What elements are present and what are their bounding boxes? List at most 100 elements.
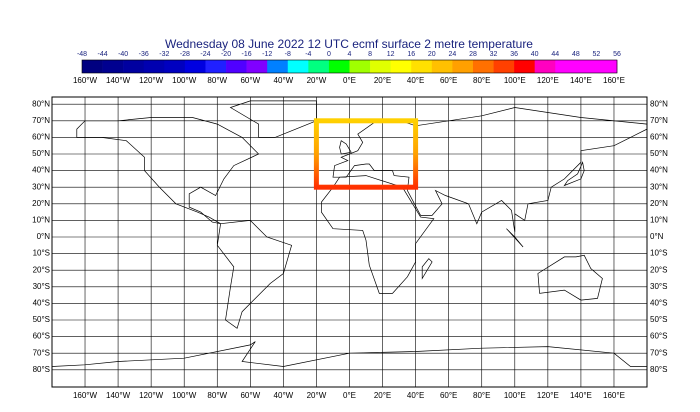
lat-label-right: 80°N [650, 99, 668, 108]
coastline [537, 254, 603, 301]
lat-label-left: 10°N [32, 216, 50, 225]
coastline [51, 341, 647, 367]
colorbar-label: -40 [118, 51, 128, 58]
lon-label-bottom: 160°E [603, 391, 625, 400]
lon-label-bottom: 40°W [274, 391, 294, 400]
colorbar-swatch [514, 60, 535, 73]
lon-label-bottom: 120°W [139, 391, 164, 400]
coastline [506, 228, 524, 248]
lon-label-top: 160°E [603, 76, 625, 85]
colorbar: -48 -44 -40 -36 -32 -28 -24 -20 -16 -12 -8 -4 0 4 8 12 1… [77, 51, 621, 74]
colorbar-swatch [246, 60, 268, 73]
colorbar-label: 12 [387, 51, 395, 58]
colorbar-label: 0 [327, 51, 331, 58]
lon-label-top: 100°E [504, 76, 526, 85]
colorbar-swatch [308, 60, 330, 73]
coastline [229, 100, 317, 138]
colorbar-label: 56 [613, 51, 621, 58]
colorbar-label: -36 [139, 51, 149, 58]
colorbar-swatch [123, 60, 145, 73]
lat-label-right: 40°N [650, 166, 668, 175]
colorbar-label: -4 [305, 51, 311, 58]
lon-label-top: 100°W [172, 76, 197, 85]
coastline [76, 117, 260, 225]
lon-label-top: 120°E [537, 76, 559, 85]
colorbar-label: 8 [368, 51, 372, 58]
lat-label-left: 70°S [33, 348, 50, 357]
colorbar-label: 44 [551, 51, 559, 58]
lon-label-top: 20°E [374, 76, 391, 85]
colorbar-swatch [452, 60, 474, 73]
lat-label-left: 0°N [37, 232, 51, 241]
colorbar-label: 28 [469, 51, 477, 58]
colorbar-label: 16 [407, 51, 415, 58]
colorbar-swatch [370, 60, 391, 73]
lat-label-right: 0°N [650, 232, 664, 241]
lat-label-left: 60°N [32, 133, 50, 142]
lat-label-left: 40°N [32, 166, 50, 175]
colorbar-swatch [596, 60, 618, 73]
lon-label-top: 60°W [240, 76, 260, 85]
colorbar-swatch [143, 60, 165, 73]
lat-label-left: 70°N [32, 116, 50, 125]
colorbar-swatch [431, 60, 453, 73]
lat-label-left: 80°N [32, 99, 50, 108]
lon-label-top: 140°E [570, 76, 592, 85]
colorbar-label: 40 [531, 51, 539, 58]
colorbar-label: 48 [572, 51, 580, 58]
lat-label-right: 30°N [650, 182, 668, 191]
colorbar-swatch [328, 60, 350, 73]
lat-label-right: 70°S [650, 348, 667, 357]
graticule [52, 97, 647, 387]
lon-label-top: 140°W [106, 76, 131, 85]
lon-label-bottom: 100°E [504, 391, 526, 400]
colorbar-border [81, 59, 618, 74]
coastline [216, 220, 293, 329]
lon-label-bottom: 140°W [106, 391, 131, 400]
colorbar-label: 52 [593, 51, 601, 58]
lon-label-top: 60°E [440, 76, 457, 85]
lat-label-left: 60°S [33, 332, 50, 341]
colorbar-swatch [534, 60, 556, 73]
lat-label-right: 40°S [650, 299, 667, 308]
coastline [332, 107, 648, 233]
colorbar-label: -16 [242, 51, 252, 58]
lat-label-left: 50°N [32, 149, 50, 158]
lat-label-right: 70°N [650, 116, 668, 125]
lat-label-right: 60°N [650, 133, 668, 142]
colorbar-swatch [349, 60, 371, 73]
colorbar-swatch [411, 60, 433, 73]
temperature-field [313, 118, 419, 190]
lat-label-left: 10°S [33, 249, 50, 258]
lat-label-right: 60°S [650, 332, 667, 341]
coastline [563, 161, 585, 187]
colorbar-label: 36 [510, 51, 518, 58]
colorbar-swatch [493, 60, 515, 73]
colorbar-label: -48 [77, 51, 87, 58]
lon-label-bottom: 120°E [537, 391, 559, 400]
lat-label-left: 40°S [33, 299, 50, 308]
lat-label-right: 20°S [650, 265, 667, 274]
lon-label-top: 40°W [274, 76, 294, 85]
lat-label-left: 20°S [33, 265, 50, 274]
lon-label-top: 0°E [343, 76, 356, 85]
lat-label-left: 30°S [33, 282, 50, 291]
lon-label-bottom: 80°E [473, 391, 490, 400]
title: Wednesday 08 June 2022 12 UTC ecmf surfa… [165, 37, 533, 51]
colorbar-swatch [82, 60, 103, 73]
lon-label-top: 120°W [139, 76, 164, 85]
coastline [321, 175, 435, 294]
lat-label-right: 10°N [650, 216, 668, 225]
lon-label-bottom: 40°E [407, 391, 424, 400]
lon-label-bottom: 160°W [73, 391, 98, 400]
lat-label-right: 20°N [650, 199, 668, 208]
lon-label-top: 80°E [473, 76, 490, 85]
coastline [421, 258, 433, 280]
colorbar-label: -32 [159, 51, 169, 58]
colorbar-label: -24 [200, 51, 210, 58]
colorbar-swatch [226, 60, 247, 73]
lat-label-right: 50°S [650, 315, 667, 324]
colorbar-swatch [390, 60, 412, 73]
lat-label-left: 50°S [33, 315, 50, 324]
lat-label-right: 10°S [650, 249, 667, 258]
